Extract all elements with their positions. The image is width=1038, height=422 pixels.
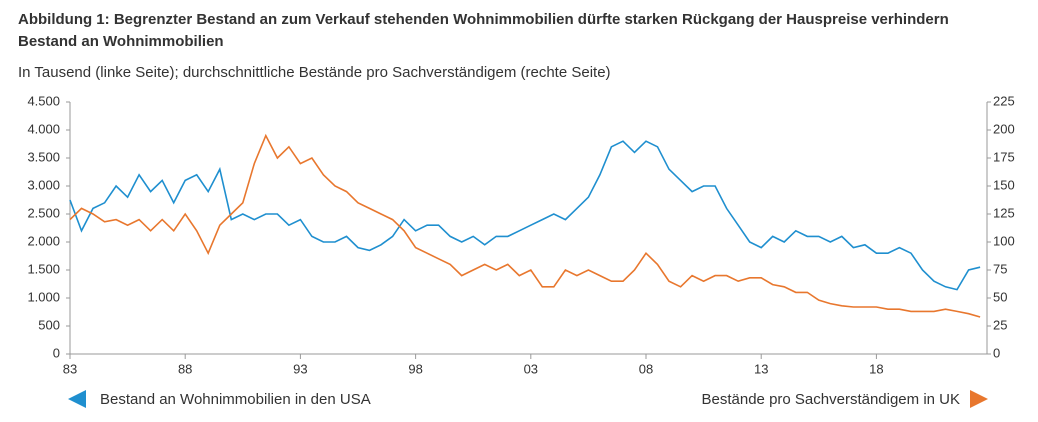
legend-label: Bestände pro Sachverständigem in UK <box>702 391 960 408</box>
x-tick-label: 93 <box>293 361 307 376</box>
y-tick-label: 1.500 <box>27 261 60 276</box>
x-tick-label: 83 <box>63 361 77 376</box>
y-tick-label: 1.000 <box>27 289 60 304</box>
y-tick-label: 4.500 <box>27 93 60 108</box>
legend-label: Bestand an Wohnimmobilien in den USA <box>100 391 371 408</box>
series-line <box>69 133 981 318</box>
y2-tick-label: 100 <box>993 233 1015 248</box>
axis-note: In Tausend (linke Seite); durchschnittli… <box>18 64 611 81</box>
y-tick-label: 2.500 <box>27 205 60 220</box>
x-tick-label: 03 <box>524 361 538 376</box>
x-tick-label: 98 <box>408 361 422 376</box>
y-tick-label: 3.000 <box>27 177 60 192</box>
y-tick-label: 3.500 <box>27 149 60 164</box>
legend-arrow <box>68 390 86 408</box>
y2-tick-label: 200 <box>993 121 1015 136</box>
y2-tick-label: 125 <box>993 205 1015 220</box>
y2-tick-label: 225 <box>993 93 1015 108</box>
series-line <box>69 140 981 291</box>
x-tick-label: 08 <box>639 361 653 376</box>
y-tick-label: 500 <box>38 317 60 332</box>
y2-tick-label: 175 <box>993 149 1015 164</box>
y2-tick-label: 25 <box>993 317 1007 332</box>
chart-title: Abbildung 1: Begrenzter Bestand an zum V… <box>18 11 949 28</box>
legend-arrow <box>970 390 988 408</box>
x-tick-label: 18 <box>869 361 883 376</box>
y2-tick-label: 75 <box>993 261 1007 276</box>
x-tick-label: 13 <box>754 361 768 376</box>
y-tick-label: 2.000 <box>27 233 60 248</box>
chart-subtitle: Bestand an Wohnimmobilien <box>18 33 224 50</box>
y2-tick-label: 0 <box>993 345 1000 360</box>
y-tick-label: 0 <box>53 345 60 360</box>
y-tick-label: 4.000 <box>27 121 60 136</box>
y2-tick-label: 50 <box>993 289 1007 304</box>
y2-tick-label: 150 <box>993 177 1015 192</box>
x-tick-label: 88 <box>178 361 192 376</box>
